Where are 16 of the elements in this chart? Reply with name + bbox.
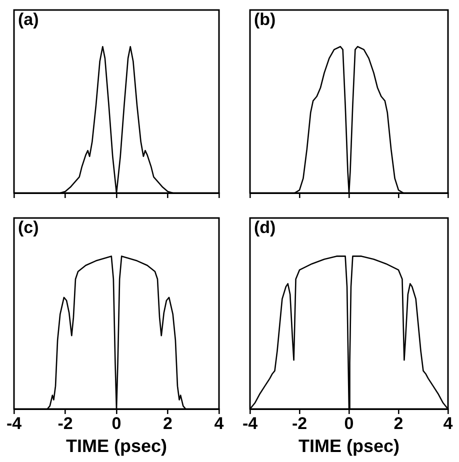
x-tick-label: 0	[344, 414, 354, 433]
x-tick-label: 2	[394, 414, 404, 433]
x-tick-label: -4	[242, 414, 258, 433]
x-tick-label: 4	[443, 414, 454, 433]
x-tick-label: -2	[58, 414, 73, 433]
x-tick-label: -4	[6, 414, 22, 433]
text: (a)	[18, 10, 39, 30]
x-axis-title: TIME (psec)	[298, 436, 400, 456]
x-tick-label: 2	[163, 414, 172, 433]
text: (d)	[254, 218, 276, 238]
x-tick-label: 4	[214, 414, 224, 433]
text: (b)	[254, 10, 276, 30]
x-axis-title: TIME (psec)	[66, 436, 168, 456]
text: (c)	[18, 218, 39, 238]
x-tick-label: 0	[112, 414, 122, 433]
x-tick-label: -2	[292, 414, 308, 433]
